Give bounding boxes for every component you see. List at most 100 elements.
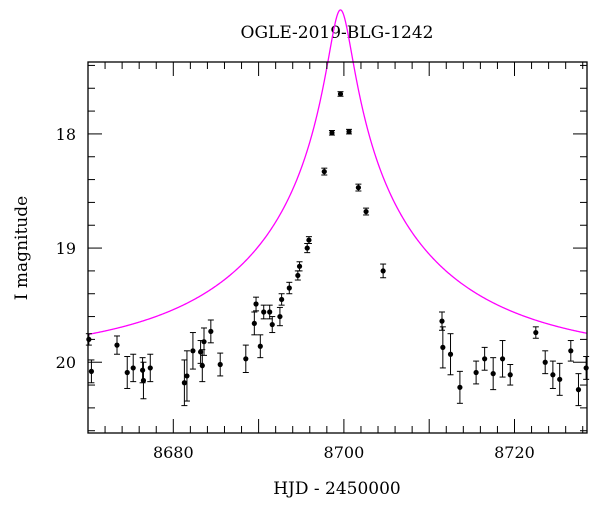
point-marker (286, 285, 292, 291)
point-marker (583, 365, 589, 371)
data-point (181, 359, 188, 407)
data-point (363, 207, 370, 216)
data-point (147, 353, 154, 383)
x-tick-label: 8680 (153, 443, 194, 462)
point-marker (439, 318, 445, 324)
point-marker (190, 348, 196, 354)
point-marker (440, 344, 446, 350)
data-point (140, 361, 147, 400)
point-marker (542, 359, 548, 365)
data-point (130, 353, 137, 383)
point-marker (321, 168, 327, 175)
point-marker (279, 296, 285, 303)
point-marker (243, 356, 249, 362)
data-point (183, 350, 190, 402)
data-point (447, 333, 454, 376)
data-point (242, 344, 249, 373)
x-axis-label: HJD - 2450000 (273, 479, 401, 499)
data-point (549, 360, 556, 389)
y-tick-label: 20 (56, 353, 76, 372)
point-marker (568, 348, 574, 354)
data-point (456, 370, 463, 404)
data-point (575, 373, 582, 407)
point-marker (267, 309, 273, 315)
point-marker (346, 129, 352, 135)
point-marker (140, 377, 147, 384)
point-marker (114, 342, 120, 348)
data-point (114, 335, 121, 355)
point-marker (295, 272, 301, 279)
point-marker (380, 268, 386, 274)
point-marker (208, 328, 214, 335)
model-curve-layer (87, 9, 588, 336)
data-points-layer (85, 91, 590, 407)
data-point (276, 306, 283, 327)
point-marker (261, 309, 267, 315)
point-marker (329, 130, 335, 136)
data-point (490, 357, 497, 391)
data-point (201, 327, 208, 356)
data-point (380, 263, 387, 279)
data-point (346, 128, 353, 135)
plot-frame (87, 61, 588, 434)
point-marker (575, 387, 582, 393)
point-marker (457, 384, 463, 390)
point-marker (251, 320, 257, 327)
point-marker (277, 313, 283, 320)
point-marker (139, 367, 146, 373)
data-point (355, 183, 362, 192)
data-point (304, 243, 311, 254)
point-marker (124, 369, 130, 376)
data-point (260, 304, 267, 320)
point-marker (507, 372, 513, 378)
point-marker (447, 351, 454, 357)
point-marker (147, 365, 153, 371)
data-point (321, 167, 328, 176)
point-marker (269, 321, 275, 328)
data-point (473, 360, 480, 385)
y-axis: 18 19 20 (56, 64, 587, 432)
point-marker (557, 376, 563, 382)
point-marker (473, 369, 479, 376)
data-point (305, 236, 312, 245)
y-tick-label: 19 (56, 239, 76, 258)
data-point (124, 356, 131, 389)
data-point (542, 350, 549, 375)
data-point (583, 356, 590, 380)
point-marker (550, 372, 556, 378)
data-point (567, 340, 574, 362)
data-point (189, 332, 196, 370)
data-point (207, 319, 214, 344)
data-point (217, 352, 224, 377)
data-point (499, 340, 506, 378)
data-point (481, 346, 488, 371)
data-point (253, 296, 260, 312)
data-point (251, 311, 258, 336)
point-marker (217, 361, 223, 368)
point-marker (184, 373, 190, 379)
point-marker (130, 365, 136, 371)
data-point (286, 281, 293, 295)
point-marker (257, 343, 263, 349)
x-tick-label: 8720 (494, 443, 535, 462)
y-tick-label: 18 (56, 125, 76, 144)
data-point (507, 364, 514, 386)
data-point (328, 129, 335, 136)
point-marker (533, 329, 539, 336)
data-point (266, 304, 273, 320)
data-point (439, 326, 446, 369)
data-point (269, 316, 276, 334)
data-point (337, 91, 344, 97)
point-marker (304, 245, 310, 251)
data-point (556, 362, 563, 396)
point-marker (363, 208, 369, 215)
data-point (88, 359, 95, 384)
y-axis-label: I magnitude (12, 196, 32, 300)
point-marker (490, 371, 496, 377)
data-point (278, 293, 285, 306)
model-curve (87, 9, 588, 336)
point-marker (499, 356, 506, 362)
chart-title: OGLE-2019-BLG-1242 (241, 23, 434, 43)
data-point (257, 334, 264, 359)
